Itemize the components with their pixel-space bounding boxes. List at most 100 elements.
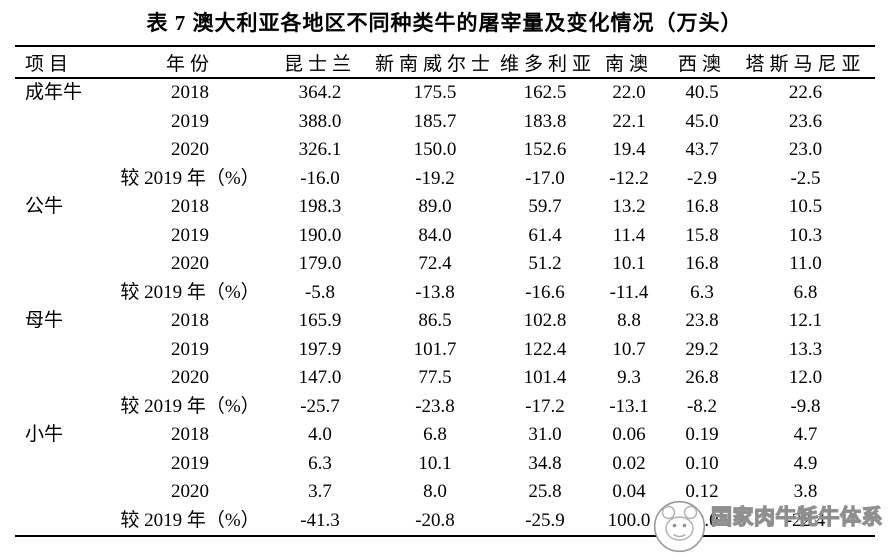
item-cell: 公牛 <box>25 196 64 217</box>
year-cell: 2018 <box>171 82 209 103</box>
value-cell: 9.3 <box>617 367 641 388</box>
value-cell: -8.2 <box>686 395 718 417</box>
year-cell: 2018 <box>171 196 209 217</box>
value-cell: 165.9 <box>298 310 342 331</box>
item-cell <box>15 507 110 537</box>
value-cell: 10.1 <box>612 253 646 274</box>
item-cell <box>15 478 110 507</box>
table-title: 表 7 澳大利亚各地区不同种类牛的屠宰量及变化情况（万头） <box>146 11 743 35</box>
table-row: 较 2019 年（%） -25.7 -23.8 -17.2 -13.1 -8.2 -9.8 <box>15 393 875 422</box>
item-cell <box>15 336 110 365</box>
value-cell: 326.1 <box>298 139 342 160</box>
value-cell: -9.8 <box>790 395 821 417</box>
table-row: 母牛 2018 165.9 86.5 102.8 8.8 23.8 12.1 <box>15 307 875 336</box>
column-header-2: 昆士兰 <box>270 46 370 79</box>
year-cell: 较 2019 年（%） <box>120 509 260 531</box>
item-cell <box>15 393 110 422</box>
value-cell: -2.5 <box>790 167 821 189</box>
item-cell <box>15 279 110 308</box>
year-cell: 2020 <box>171 253 209 274</box>
table-row: 2020 147.0 77.5 101.4 9.3 26.8 12.0 <box>15 364 875 393</box>
table-row: 2019 190.0 84.0 61.4 11.4 15.8 10.3 <box>15 222 875 251</box>
year-cell: 2018 <box>171 310 209 331</box>
value-cell: 175.5 <box>413 82 457 103</box>
value-cell: 101.4 <box>523 367 567 388</box>
value-cell: 13.2 <box>612 196 646 217</box>
value-cell: -5.8 <box>304 281 336 303</box>
cattle-slaughter-table: 项目 年份 昆士兰 新南威尔士 维多利亚 南澳 西澳 塔斯马尼亚 成年牛 2018 364.2 17… <box>15 45 875 537</box>
header-row: 项目 年份 昆士兰 新南威尔士 维多利亚 南澳 西澳 塔斯马尼亚 <box>15 46 875 79</box>
value-cell: 45.0 <box>685 110 719 132</box>
value-cell: 29.2 <box>685 338 719 360</box>
value-cell: 147.0 <box>298 367 342 388</box>
year-cell: 较 2019 年（%） <box>120 281 260 303</box>
table-row: 2020 326.1 150.0 152.6 19.4 43.7 23.0 <box>15 136 875 165</box>
value-cell: -23.8 <box>415 395 455 417</box>
column-header-3: 新南威尔士 <box>370 46 500 79</box>
column-header-7: 塔斯马尼亚 <box>736 46 875 79</box>
value-cell: -16.6 <box>525 281 565 303</box>
value-cell: 59.7 <box>528 196 562 217</box>
value-cell: 388.0 <box>298 110 342 132</box>
value-cell: 197.9 <box>298 338 342 360</box>
value-cell: 86.5 <box>418 310 452 331</box>
item-cell <box>15 364 110 393</box>
value-cell: 43.7 <box>685 139 719 160</box>
value-cell: 40.5 <box>685 82 719 103</box>
value-cell: 183.8 <box>523 110 567 132</box>
item-cell <box>15 108 110 137</box>
value-cell: 6.3 <box>308 452 332 474</box>
value-cell: -16.0 <box>300 167 340 189</box>
value-cell: 6.8 <box>423 424 447 445</box>
value-cell: 16.8 <box>685 253 719 274</box>
item-cell <box>15 450 110 479</box>
value-cell: 0.10 <box>685 452 719 474</box>
value-cell: 100.0 <box>607 509 651 531</box>
value-cell: 23.0 <box>788 139 823 160</box>
value-cell: -41.3 <box>300 509 340 531</box>
value-cell: 34.8 <box>528 452 562 474</box>
value-cell: 26.8 <box>685 367 719 388</box>
value-cell: 6.3 <box>690 281 714 303</box>
value-cell: 0.19 <box>685 424 719 445</box>
year-cell: 2019 <box>171 224 209 246</box>
value-cell: 25.8 <box>528 481 562 502</box>
value-cell: -11.4 <box>609 281 649 303</box>
item-cell: 成年牛 <box>25 82 83 103</box>
value-cell: 16.8 <box>685 196 719 217</box>
value-cell: 185.7 <box>413 110 457 132</box>
value-cell: 179.0 <box>298 253 342 274</box>
value-cell: 4.0 <box>308 424 332 445</box>
value-cell: 12.1 <box>788 310 823 331</box>
value-cell: 4.9 <box>793 452 818 474</box>
year-cell: 2018 <box>171 424 209 445</box>
value-cell: 15.8 <box>685 224 719 246</box>
item-cell <box>15 250 110 279</box>
value-cell: 190.0 <box>298 224 342 246</box>
value-cell: 162.5 <box>523 82 567 103</box>
table-row: 小牛 2018 4.0 6.8 31.0 0.06 0.19 4.7 <box>15 421 875 450</box>
value-cell: 4.7 <box>793 424 818 445</box>
value-cell: 13.3 <box>788 338 823 360</box>
value-cell: 72.4 <box>418 253 452 274</box>
value-cell: 122.4 <box>523 338 567 360</box>
value-cell: 3.8 <box>793 481 818 502</box>
value-cell: -17.2 <box>525 395 565 417</box>
year-cell: 2020 <box>171 367 209 388</box>
table-row: 较 2019 年（%） -16.0 -19.2 -17.0 -12.2 -2.9 -2.5 <box>15 165 875 194</box>
table-row: 公牛 2018 198.3 89.0 59.7 13.2 16.8 10.5 <box>15 193 875 222</box>
value-cell: 10.5 <box>788 196 823 217</box>
table-row: 2020 179.0 72.4 51.2 10.1 16.8 11.0 <box>15 250 875 279</box>
column-header-5: 南澳 <box>590 46 668 79</box>
value-cell: 11.4 <box>612 224 646 246</box>
item-cell: 母牛 <box>25 310 64 331</box>
value-cell: 12.0 <box>788 367 823 388</box>
table-body: 成年牛 2018 364.2 175.5 162.5 22.0 40.5 22.6 2019 38… <box>15 78 875 536</box>
year-cell: 2020 <box>171 139 209 160</box>
column-header-6: 西澳 <box>668 46 736 79</box>
value-cell: -22.4 <box>785 509 826 531</box>
value-cell: 0.04 <box>612 481 646 502</box>
value-cell: 8.8 <box>617 310 641 331</box>
